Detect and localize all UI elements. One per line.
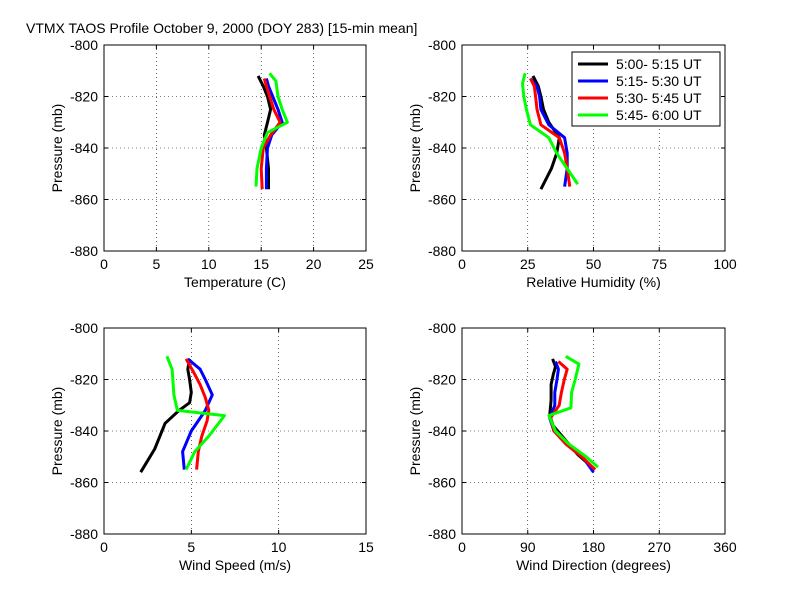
x-tick-label: 180 — [582, 539, 606, 555]
y-axis-label: Pressure (mb) — [49, 387, 65, 476]
x-tick-label: 0 — [100, 256, 108, 272]
y-tick-label: -840 — [428, 423, 456, 439]
x-tick-label: 360 — [713, 539, 737, 555]
y-tick-label: -880 — [428, 526, 456, 542]
x-tick-label: 100 — [713, 256, 737, 272]
axes-frame — [103, 44, 367, 252]
x-tick-label: 90 — [520, 539, 536, 555]
x-tick-label: 5 — [153, 256, 161, 272]
y-tick-label: -860 — [428, 475, 456, 491]
chart-panel-4: 0 90 180 270 360 -880 -860 -840 -820 -800 Wind Dir… — [407, 320, 737, 573]
chart-panel-2: 0 25 50 75 100 -880 -860 -840 -820 -800 Relative H… — [407, 37, 737, 290]
y-tick-label: -800 — [70, 37, 98, 53]
y-tick-label: -800 — [70, 320, 98, 336]
x-axis-label: Relative Humidity (%) — [526, 274, 661, 290]
figure-title: VTMX TAOS Profile October 9, 2000 (DOY 2… — [26, 20, 417, 36]
axes-frame — [103, 327, 367, 535]
x-tick-label: 15 — [358, 539, 374, 555]
y-tick-label: -840 — [70, 423, 98, 439]
series-line-1 — [531, 75, 561, 190]
series-line-4 — [165, 355, 226, 471]
y-tick-label: -800 — [428, 320, 456, 336]
x-axis-label: Wind Speed (m/s) — [179, 557, 291, 573]
y-axis-label: Pressure (mb) — [407, 387, 423, 476]
series-line-3 — [259, 78, 282, 190]
series-line-4 — [521, 72, 579, 185]
series-line-3 — [548, 360, 597, 471]
y-tick-label: -820 — [428, 372, 456, 388]
y-axis-label: Pressure (mb) — [49, 104, 65, 193]
x-tick-label: 15 — [253, 256, 269, 272]
x-tick-label: 0 — [458, 256, 466, 272]
series-line-1 — [139, 358, 193, 473]
x-tick-label: 0 — [458, 539, 466, 555]
y-tick-label: -800 — [428, 37, 456, 53]
y-tick-label: -880 — [428, 243, 456, 259]
series-line-3 — [529, 77, 572, 187]
x-tick-label: 10 — [271, 539, 287, 555]
y-tick-label: -820 — [428, 89, 456, 105]
legend-label: 5:00- 5:15 UT — [616, 56, 702, 72]
y-tick-label: -820 — [70, 372, 98, 388]
x-tick-label: 0 — [100, 539, 108, 555]
x-tick-label: 20 — [306, 256, 322, 272]
x-tick-label: 75 — [651, 256, 667, 272]
x-tick-label: 50 — [586, 256, 602, 272]
series-line-2 — [181, 357, 214, 470]
y-tick-label: -840 — [70, 140, 98, 156]
x-tick-label: 270 — [648, 539, 672, 555]
axes-frame — [461, 327, 726, 535]
legend-label: 5:15- 5:30 UT — [616, 73, 702, 89]
x-tick-label: 25 — [520, 256, 536, 272]
y-tick-label: -860 — [428, 192, 456, 208]
x-axis-label: Wind Direction (degrees) — [516, 557, 671, 573]
x-axis-label: Temperature (C) — [184, 274, 286, 290]
y-tick-label: -880 — [70, 526, 98, 542]
y-tick-label: -820 — [70, 89, 98, 105]
series-line-2 — [264, 78, 284, 190]
axes-frame — [461, 44, 726, 252]
legend-label: 5:45- 6:00 UT — [616, 107, 702, 123]
x-tick-label: 10 — [201, 256, 217, 272]
y-tick-label: -880 — [70, 243, 98, 259]
x-tick-label: 5 — [187, 539, 195, 555]
legend: 5:00- 5:15 UT5:15- 5:30 UT5:30- 5:45 UT5… — [571, 51, 721, 127]
chart-panel-3: 0 5 10 15 -880 -860 -840 -820 -800 Wind Speed (m/… — [49, 320, 374, 573]
y-tick-label: -840 — [428, 140, 456, 156]
y-tick-label: -860 — [70, 475, 98, 491]
x-tick-label: 25 — [358, 256, 374, 272]
series-line-4 — [547, 355, 599, 469]
y-tick-label: -860 — [70, 192, 98, 208]
y-axis-label: Pressure (mb) — [407, 104, 423, 193]
chart-panel-1: 0 5 10 15 20 25 -880 -860 -840 -820 -800 Temperatur… — [49, 37, 374, 290]
series-line-4 — [254, 72, 289, 187]
legend-label: 5:30- 5:45 UT — [616, 90, 702, 106]
